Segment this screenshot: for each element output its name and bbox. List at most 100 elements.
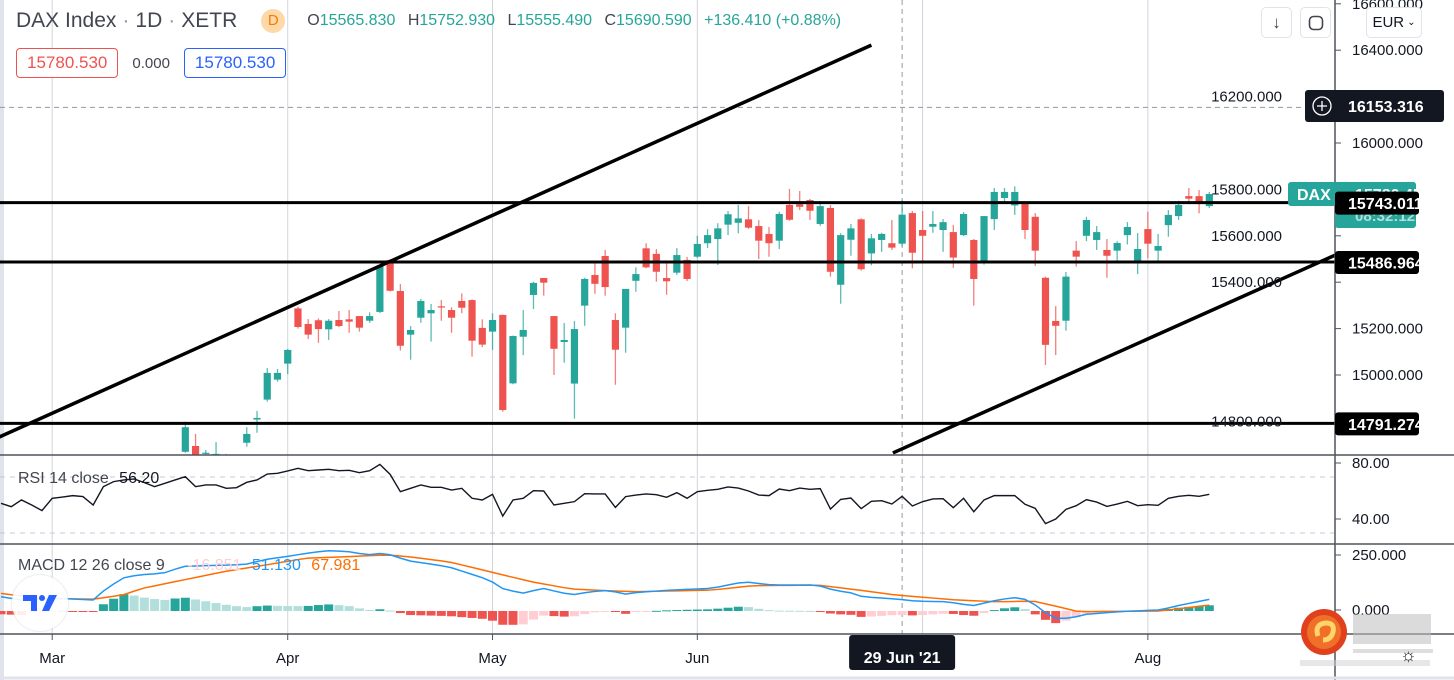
candle[interactable] — [550, 316, 558, 375]
candle-body[interactable] — [980, 216, 988, 262]
candle-body[interactable] — [1113, 242, 1121, 251]
candle-body[interactable] — [304, 323, 312, 335]
candle-body[interactable] — [796, 204, 804, 207]
candle-body[interactable] — [755, 226, 763, 241]
candle-body[interactable] — [223, 459, 230, 478]
candle-body[interactable] — [355, 316, 363, 328]
candle-body[interactable] — [1175, 204, 1183, 217]
candle-body[interactable] — [724, 214, 732, 225]
candle[interactable] — [1185, 188, 1193, 202]
candle[interactable] — [980, 216, 988, 265]
candle[interactable] — [714, 223, 722, 266]
rsi-pane[interactable] — [0, 463, 1335, 534]
candle[interactable] — [1000, 188, 1009, 202]
candle[interactable] — [642, 243, 650, 269]
candle-body[interactable] — [396, 291, 404, 346]
candle[interactable] — [601, 249, 609, 296]
candle-body[interactable] — [908, 213, 916, 253]
candle-body[interactable] — [888, 243, 896, 248]
candle[interactable] — [878, 232, 886, 252]
candle[interactable] — [1154, 233, 1162, 262]
candle-body[interactable] — [1205, 194, 1213, 207]
candle-body[interactable] — [560, 339, 568, 343]
candle-body[interactable] — [622, 288, 630, 328]
fullscreen-button[interactable] — [1300, 7, 1331, 38]
candle[interactable] — [407, 326, 415, 360]
candle[interactable] — [294, 306, 302, 329]
candle[interactable] — [775, 211, 783, 250]
candle[interactable] — [663, 262, 671, 295]
candle-body[interactable] — [478, 327, 486, 345]
candle[interactable] — [919, 210, 927, 262]
candle[interactable] — [335, 310, 343, 328]
candle[interactable] — [847, 223, 855, 256]
candle[interactable] — [509, 335, 517, 385]
candle[interactable] — [458, 293, 466, 314]
candle[interactable] — [826, 204, 835, 277]
candle-body[interactable] — [529, 282, 538, 295]
candle-body[interactable] — [519, 329, 527, 337]
interval[interactable]: 1D — [135, 9, 163, 32]
candle[interactable] — [570, 320, 579, 419]
trend-line[interactable] — [0, 43, 873, 439]
candle-body[interactable] — [970, 239, 978, 279]
candle[interactable] — [970, 239, 978, 306]
candle-body[interactable] — [273, 372, 282, 380]
candle-body[interactable] — [1154, 246, 1162, 251]
candle[interactable] — [1144, 211, 1152, 259]
candle-body[interactable] — [785, 204, 794, 220]
macd-pane[interactable] — [0, 550, 1214, 625]
candle[interactable] — [959, 211, 968, 237]
candle-body[interactable] — [867, 238, 875, 254]
candle-body[interactable] — [703, 235, 712, 244]
candle[interactable] — [488, 313, 497, 350]
candle[interactable] — [499, 314, 507, 412]
candle-body[interactable] — [191, 445, 200, 458]
candle-body[interactable] — [959, 213, 968, 236]
candle-body[interactable] — [919, 230, 927, 236]
symbol-legend[interactable]: DAX Index · 1D · XETR D O15565.830 H1575… — [16, 9, 849, 33]
candle[interactable] — [529, 281, 538, 310]
candle[interactable] — [888, 220, 896, 250]
candle-body[interactable] — [826, 207, 835, 272]
candle-body[interactable] — [1000, 191, 1009, 198]
candle[interactable] — [191, 433, 200, 461]
candle[interactable] — [837, 233, 845, 304]
rsi-legend[interactable]: RSI 14 close 56.20 — [18, 470, 159, 488]
candle-body[interactable] — [447, 310, 456, 318]
candle[interactable] — [243, 427, 251, 447]
candle-body[interactable] — [1082, 220, 1091, 236]
candle[interactable] — [898, 200, 906, 247]
candle-body[interactable] — [744, 219, 753, 228]
candle-body[interactable] — [1144, 229, 1152, 244]
candle[interactable] — [417, 298, 425, 323]
candle-body[interactable] — [233, 463, 240, 477]
candle-body[interactable] — [898, 214, 906, 244]
candle-body[interactable] — [601, 255, 609, 288]
candle-body[interactable] — [775, 213, 783, 241]
candle-body[interactable] — [1134, 249, 1142, 262]
candle-body[interactable] — [1093, 232, 1101, 240]
candle-body[interactable] — [734, 218, 742, 223]
candle[interactable] — [325, 319, 333, 340]
settings-gear-icon[interactable]: ☼ — [1400, 645, 1417, 665]
candle-body[interactable] — [1011, 191, 1019, 206]
candle-body[interactable] — [294, 308, 302, 327]
candle[interactable] — [376, 264, 384, 314]
scroll-to-realtime-button[interactable]: ↓ — [1261, 7, 1292, 38]
delayed-data-badge[interactable]: D — [261, 9, 286, 33]
candle-body[interactable] — [673, 255, 681, 273]
candle[interactable] — [447, 307, 456, 333]
candle[interactable] — [386, 259, 394, 292]
candle-body[interactable] — [611, 320, 619, 350]
candle[interactable] — [181, 421, 189, 453]
buy-button[interactable]: 15780.530 — [183, 48, 287, 78]
candle-body[interactable] — [376, 265, 384, 312]
candle[interactable] — [591, 263, 599, 294]
candle-body[interactable] — [1195, 196, 1203, 205]
candle[interactable] — [1041, 276, 1050, 366]
candle[interactable] — [734, 204, 742, 234]
candle-body[interactable] — [437, 306, 445, 308]
candle[interactable] — [212, 442, 220, 458]
